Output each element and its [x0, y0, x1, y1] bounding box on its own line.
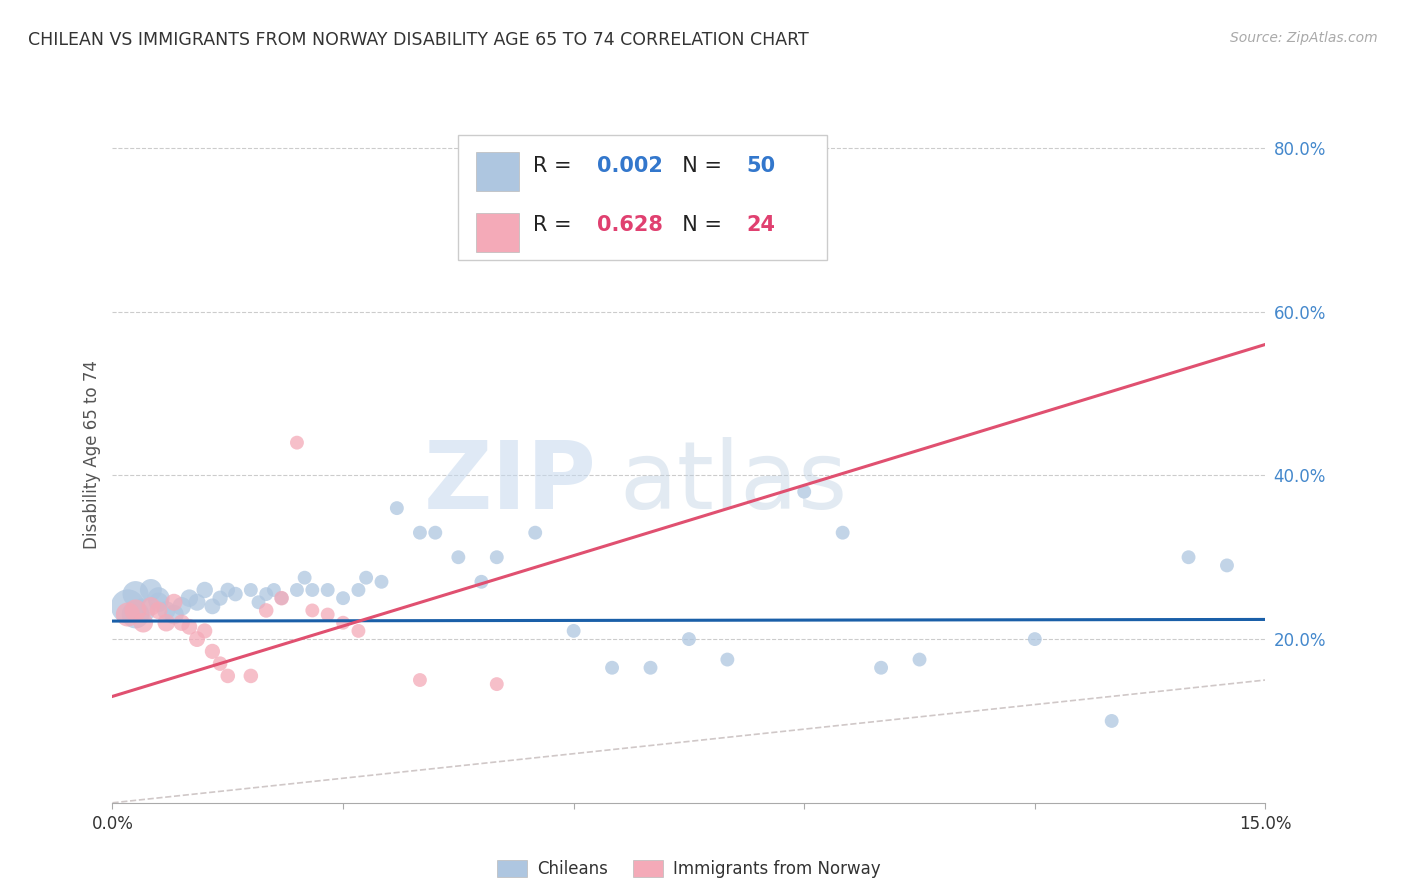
Text: R =: R = [533, 156, 578, 177]
Point [163, 595, 186, 609]
Point [217, 669, 239, 683]
Point [170, 599, 193, 614]
Point [301, 582, 323, 597]
Point [117, 599, 139, 614]
Point [194, 624, 217, 638]
Point [354, 571, 377, 585]
Point [347, 582, 370, 597]
Point [678, 632, 700, 646]
Point [139, 599, 162, 614]
Text: N =: N = [669, 156, 728, 177]
Point [332, 615, 354, 630]
Point [1024, 632, 1046, 646]
Point [186, 595, 208, 609]
Text: 50: 50 [747, 156, 776, 177]
Text: 0.628: 0.628 [596, 215, 662, 235]
Point [316, 607, 339, 622]
Text: N =: N = [669, 215, 728, 235]
Point [155, 615, 177, 630]
Point [425, 525, 447, 540]
Point [316, 582, 339, 597]
Point [239, 582, 262, 597]
Point [148, 595, 170, 609]
Point [370, 574, 392, 589]
Point [1177, 550, 1199, 565]
Y-axis label: Disability Age 65 to 74: Disability Age 65 to 74 [83, 360, 101, 549]
Point [385, 501, 408, 516]
Text: Source: ZipAtlas.com: Source: ZipAtlas.com [1230, 31, 1378, 45]
Text: 0.002: 0.002 [596, 156, 662, 177]
Point [217, 582, 239, 597]
Point [409, 673, 432, 687]
Point [263, 582, 285, 597]
Point [470, 574, 492, 589]
Text: R =: R = [533, 215, 578, 235]
Text: CHILEAN VS IMMIGRANTS FROM NORWAY DISABILITY AGE 65 TO 74 CORRELATION CHART: CHILEAN VS IMMIGRANTS FROM NORWAY DISABI… [28, 31, 808, 49]
Point [239, 669, 262, 683]
Point [148, 591, 170, 606]
Point [347, 624, 370, 638]
Point [294, 571, 316, 585]
Point [124, 587, 146, 601]
Point [870, 661, 893, 675]
Point [201, 644, 224, 658]
Point [447, 550, 470, 565]
Text: atlas: atlas [620, 437, 848, 529]
Point [562, 624, 585, 638]
Point [209, 657, 232, 671]
Point [524, 525, 547, 540]
Point [793, 484, 815, 499]
Point [908, 652, 931, 666]
Point [132, 603, 155, 617]
Text: 24: 24 [747, 215, 776, 235]
Point [209, 591, 232, 606]
Point [224, 587, 246, 601]
Point [124, 603, 146, 617]
Bar [475, 153, 519, 191]
Point [163, 607, 186, 622]
Point [1101, 714, 1123, 728]
Point [117, 607, 139, 622]
Point [716, 652, 738, 666]
Point [485, 550, 508, 565]
Point [270, 591, 292, 606]
Point [831, 525, 853, 540]
Text: ZIP: ZIP [423, 437, 596, 529]
Point [254, 603, 277, 617]
Point [201, 599, 224, 614]
Point [148, 603, 170, 617]
Point [285, 582, 308, 597]
Point [409, 525, 432, 540]
Point [254, 587, 277, 601]
Point [600, 661, 623, 675]
Point [124, 607, 146, 622]
Point [1216, 558, 1239, 573]
FancyBboxPatch shape [458, 135, 827, 260]
Point [332, 591, 354, 606]
Point [247, 595, 270, 609]
Point [640, 661, 662, 675]
Legend: Chileans, Immigrants from Norway: Chileans, Immigrants from Norway [491, 854, 887, 885]
Bar [475, 213, 519, 252]
Point [179, 591, 201, 606]
Point [485, 677, 508, 691]
Point [285, 435, 308, 450]
Point [139, 582, 162, 597]
Point [301, 603, 323, 617]
Point [170, 615, 193, 630]
Point [155, 603, 177, 617]
Point [194, 582, 217, 597]
Point [132, 615, 155, 630]
Point [186, 632, 208, 646]
Point [179, 620, 201, 634]
Point [270, 591, 292, 606]
